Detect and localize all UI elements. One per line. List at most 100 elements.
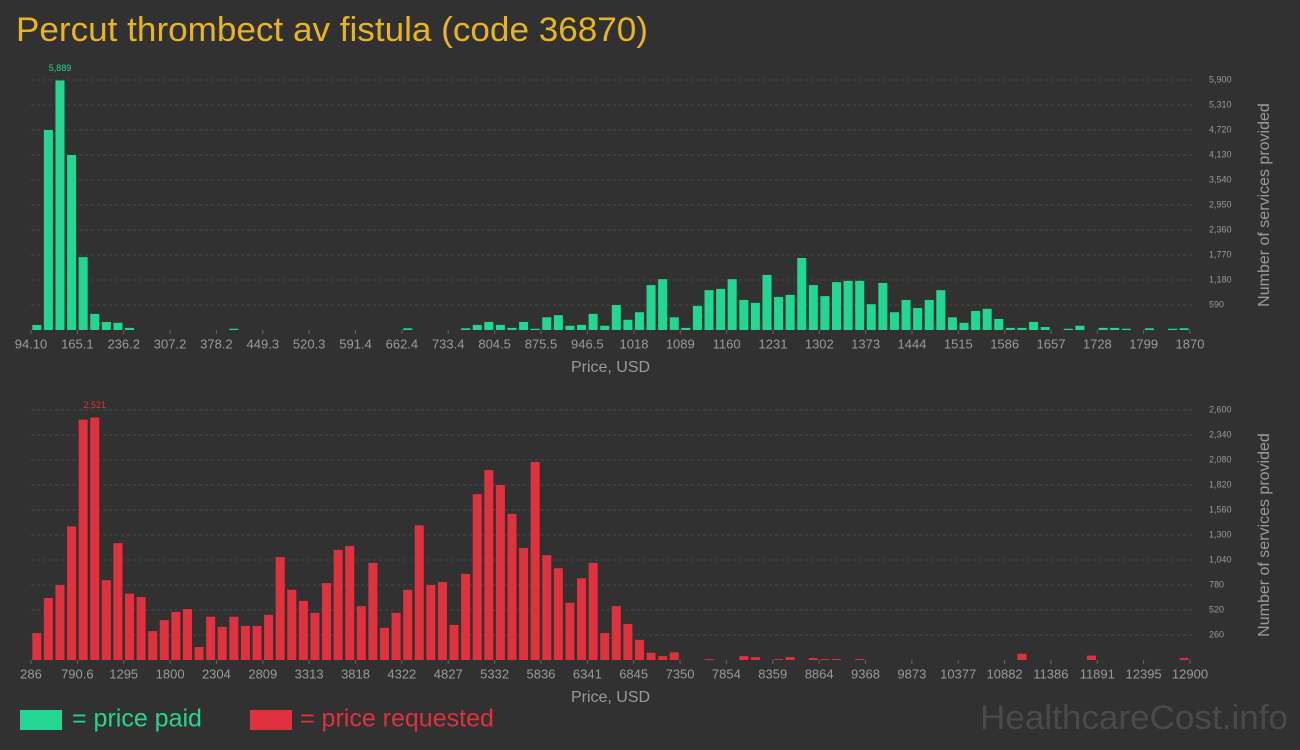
bar [1179,658,1189,660]
bar [866,304,876,330]
bar [785,294,795,330]
bar [159,620,169,660]
legend-label: = price paid [72,705,202,733]
y-tick-label: 1,770 [1209,249,1232,259]
bar [101,321,111,330]
bar [739,299,749,330]
bar [855,659,865,660]
x-tick-label: 4827 [434,666,463,681]
x-tick-label: 7854 [712,666,741,681]
x-tick-label: 165.1 [61,336,94,351]
bar [681,327,691,330]
y-tick-label: 5,900 [1209,74,1232,84]
x-tick-label: 449.3 [247,336,280,351]
bar [692,305,702,330]
y-tick-label: 5,310 [1209,99,1232,109]
bar [1017,653,1027,660]
bar [1075,325,1085,330]
bar [947,317,957,330]
bar [542,317,552,330]
bar [658,656,668,660]
x-tick-label: 1586 [990,336,1019,351]
bar [1098,327,1108,330]
bar [124,593,135,660]
value-label: 5,889 [49,63,72,73]
x-tick-label: 790.6 [61,666,94,681]
bar [461,573,471,660]
x-tick-label: 2809 [248,666,277,681]
y-tick-label: 1,820 [1209,479,1232,489]
bar [1017,327,1027,330]
bar [310,612,320,660]
bar [78,419,88,660]
bar [171,611,181,660]
bar [843,280,853,330]
legend-swatch [20,710,62,730]
bar [577,578,587,660]
bar [774,659,784,660]
x-tick-label: 236.2 [107,336,140,351]
bar [495,324,505,330]
x-tick-label: 1657 [1037,336,1066,351]
bar [1063,328,1073,330]
x-tick-label: 1018 [620,336,649,351]
bar [611,305,621,330]
bar [924,299,934,330]
x-tick-label: 11386 [1033,666,1068,681]
x-tick-label: 9368 [851,666,880,681]
x-tick-label: 662.4 [386,336,419,351]
bar [67,155,77,330]
value-label: 2,521 [83,400,106,410]
x-tick-label: 804.5 [478,336,511,351]
bar [472,324,482,330]
x-axis-title: Price, USD [571,359,650,376]
bar [553,568,563,660]
bar [148,631,158,660]
bar [229,328,239,330]
legend-swatch [250,710,292,730]
y-tick-label: 260 [1209,629,1224,639]
bar [125,327,135,330]
bar [101,580,111,660]
bar [90,417,100,660]
bar [1121,328,1131,330]
bar [600,633,610,660]
x-tick-label: 9873 [897,666,926,681]
y-tick-label: 780 [1209,579,1224,589]
bar [878,282,888,330]
x-tick-label: 1160 [713,336,741,351]
bar [55,80,65,331]
bar [90,313,100,330]
x-tick-label: 1231 [759,336,788,351]
bar [461,328,471,330]
x-tick-label: 1870 [1176,336,1205,351]
bar [611,606,621,660]
bar [519,321,529,330]
bar [889,312,899,330]
bar [530,461,540,660]
y-tick-label: 4,130 [1209,149,1232,159]
bar [901,299,911,330]
bar [136,597,146,660]
y-tick-label: 2,360 [1209,224,1232,234]
bar [634,639,644,660]
bar [32,325,42,330]
y-tick-label: 1,180 [1209,274,1232,284]
bar [936,290,946,330]
bar [982,308,992,330]
y-tick-label: 520 [1209,604,1224,614]
watermark: HealthcareCost.info [980,699,1288,737]
y-tick-label: 1,040 [1209,554,1232,564]
bar [252,625,262,660]
bar [820,659,830,660]
bar [368,562,378,660]
bar [1144,328,1154,330]
x-tick-label: 2304 [202,666,231,681]
x-tick-label: 286 [20,666,42,681]
bar [484,321,494,330]
bar [298,600,308,660]
bar [507,327,517,330]
bar [206,616,216,660]
bar [831,282,842,330]
